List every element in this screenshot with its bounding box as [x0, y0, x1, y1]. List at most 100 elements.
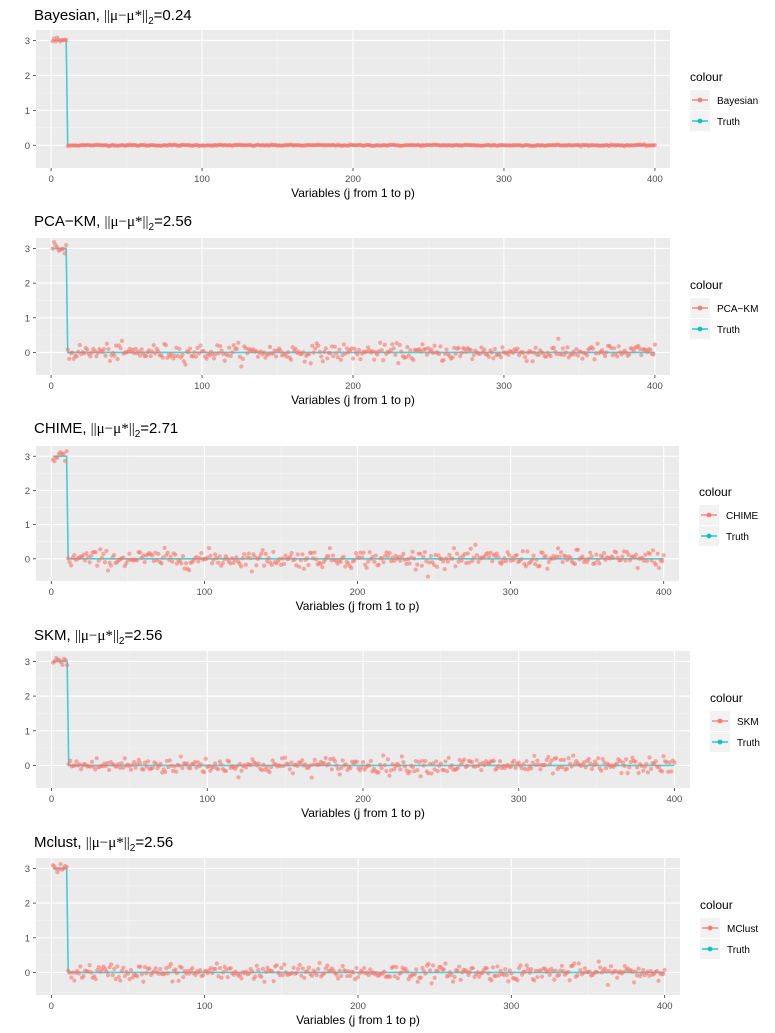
estimate-point	[553, 968, 558, 973]
estimate-point	[247, 971, 252, 976]
estimate-point	[396, 361, 401, 366]
estimate-point	[508, 764, 514, 769]
estimate-point	[190, 966, 195, 971]
estimate-point	[595, 970, 600, 975]
estimate-point	[70, 350, 75, 355]
estimate-point	[634, 765, 640, 770]
estimate-point	[194, 765, 199, 770]
legend-key-point	[707, 946, 713, 952]
estimate-point	[532, 562, 538, 567]
estimate-point	[661, 971, 666, 977]
estimate-point	[239, 564, 244, 569]
estimate-point	[513, 765, 518, 770]
estimate-point	[530, 359, 535, 364]
estimate-point	[525, 549, 530, 554]
estimate-point	[627, 352, 632, 357]
estimate-point	[160, 770, 165, 775]
estimate-point	[256, 967, 261, 973]
estimate-point	[379, 348, 384, 353]
estimate-point	[594, 552, 599, 557]
estimate-point	[402, 764, 408, 769]
estimate-point	[446, 755, 451, 760]
estimate-point	[644, 559, 649, 564]
estimate-point	[173, 552, 178, 557]
estimate-point	[156, 349, 161, 354]
chart-panel-5: Mclust, ||μ−μ*||2=2.560 100 200 300 4000123V…	[25, 834, 759, 1027]
estimate-point	[498, 355, 504, 360]
estimate-point	[127, 551, 132, 556]
estimate-point	[288, 554, 293, 559]
chart-title: Bayesian, ||μ−μ*||2=0.24	[34, 7, 192, 27]
estimate-point	[206, 545, 212, 551]
estimate-points	[51, 655, 677, 780]
estimate-point	[227, 345, 232, 350]
estimate-point	[641, 968, 646, 973]
estimate-point	[373, 553, 378, 558]
estimate-point	[575, 973, 580, 978]
estimate-point	[334, 350, 339, 356]
estimate-point	[78, 964, 83, 969]
estimate-point	[578, 968, 583, 973]
estimate-point	[566, 756, 571, 761]
estimate-point	[188, 766, 193, 771]
estimate-point	[156, 971, 161, 976]
estimate-point	[368, 967, 373, 972]
estimate-point	[631, 980, 637, 985]
legend-label: Bayesian	[717, 96, 758, 107]
estimate-point	[318, 561, 323, 566]
estimate-point	[429, 981, 434, 986]
estimate-point	[482, 347, 487, 352]
estimate-point	[162, 971, 167, 976]
estimate-point	[228, 353, 233, 359]
estimate-point	[259, 974, 264, 979]
estimate-point	[64, 37, 69, 42]
estimate-point	[434, 759, 439, 764]
estimate-point	[253, 974, 258, 979]
estimate-point	[352, 346, 357, 351]
estimate-point	[451, 546, 457, 551]
estimate-point	[653, 759, 658, 764]
estimate-point	[363, 562, 368, 567]
estimate-point	[398, 970, 404, 975]
estimate-point	[654, 968, 660, 974]
estimate-point	[69, 975, 74, 980]
x-tick-label: 400	[647, 381, 663, 392]
estimate-point	[469, 759, 475, 765]
estimate-point	[213, 552, 218, 557]
estimate-point	[491, 758, 496, 763]
estimate-point	[457, 964, 462, 969]
estimate-point	[66, 762, 71, 767]
estimate-point	[413, 567, 418, 572]
estimate-point	[172, 353, 177, 359]
title-prefix: PCA−KM,	[34, 213, 104, 230]
estimate-point	[614, 550, 619, 555]
legend-key-point	[707, 925, 713, 931]
legend-label: CHIME	[726, 511, 759, 522]
estimate-point	[281, 561, 287, 566]
estimate-point	[141, 767, 146, 772]
estimate-point	[104, 969, 109, 974]
estimate-point	[561, 969, 566, 974]
estimate-point	[260, 548, 265, 553]
estimate-point	[63, 657, 68, 663]
legend-label: Truth	[717, 325, 740, 336]
x-axis-label: Variables (j from 1 to p)	[296, 599, 420, 613]
estimate-point	[454, 551, 460, 556]
x-axis-label: Variables (j from 1 to p)	[301, 806, 425, 820]
estimate-point	[192, 759, 197, 765]
estimate-point	[237, 972, 243, 977]
estimate-point	[453, 351, 458, 356]
estimate-point	[598, 965, 603, 970]
estimate-point	[394, 964, 399, 970]
estimate-point	[476, 559, 481, 565]
estimate-point	[304, 556, 310, 561]
estimate-point	[516, 760, 521, 765]
estimate-point	[64, 243, 69, 248]
estimate-point	[314, 973, 319, 978]
estimate-point	[616, 344, 621, 349]
estimate-point	[128, 967, 134, 973]
estimate-point	[529, 967, 534, 972]
estimate-point	[139, 972, 144, 977]
estimate-point	[509, 971, 514, 976]
estimate-point	[256, 761, 261, 766]
